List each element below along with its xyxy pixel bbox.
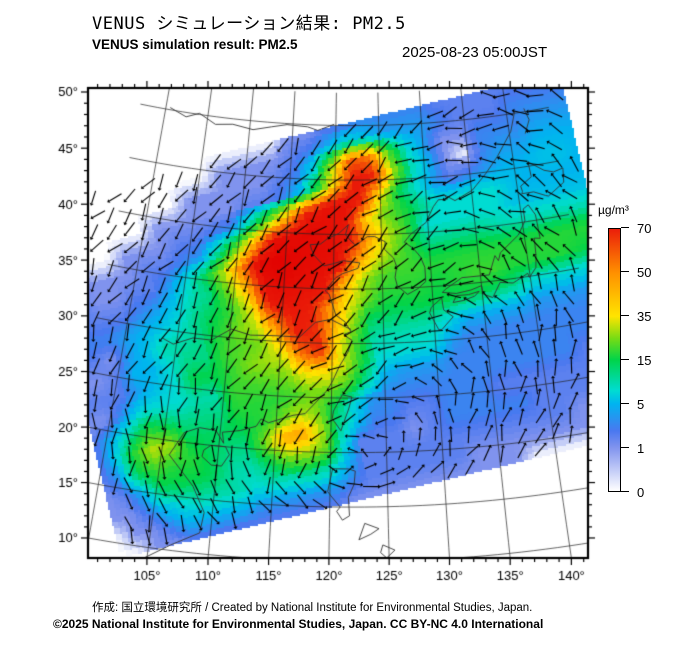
colorbar-tick-label: 5 xyxy=(637,397,645,412)
colorbar-tick-label: 50 xyxy=(637,265,652,280)
colorbar-tick xyxy=(621,227,629,228)
colorbar xyxy=(608,228,621,492)
colorbar-tick xyxy=(621,271,629,272)
colorbar-tick xyxy=(621,447,629,448)
colorbar-tick xyxy=(621,315,629,316)
colorbar-tick-label: 0 xyxy=(637,485,645,500)
colorbar-tick-label: 15 xyxy=(637,353,652,368)
page-title-japanese: VENUS シミュレーション結果: PM2.5 xyxy=(92,14,406,34)
colorbar-tick xyxy=(621,491,629,492)
colorbar-tick-label: 1 xyxy=(637,441,645,456)
colorbar-tick xyxy=(621,403,629,404)
copyright-line: ©2025 National Institute for Environment… xyxy=(53,617,544,631)
colorbar-tick-label: 35 xyxy=(637,309,652,324)
colorbar-tick xyxy=(621,359,629,360)
valid-datetime: 2025-08-23 05:00JST xyxy=(402,44,548,61)
credit-line: 作成: 国立環境研究所 / Created by National Instit… xyxy=(92,602,533,614)
colorbar-unit-label: µg/m³ xyxy=(598,203,629,217)
colorbar-tick-label: 70 xyxy=(637,221,652,236)
page-title-english: VENUS simulation result: PM2.5 xyxy=(92,37,298,52)
